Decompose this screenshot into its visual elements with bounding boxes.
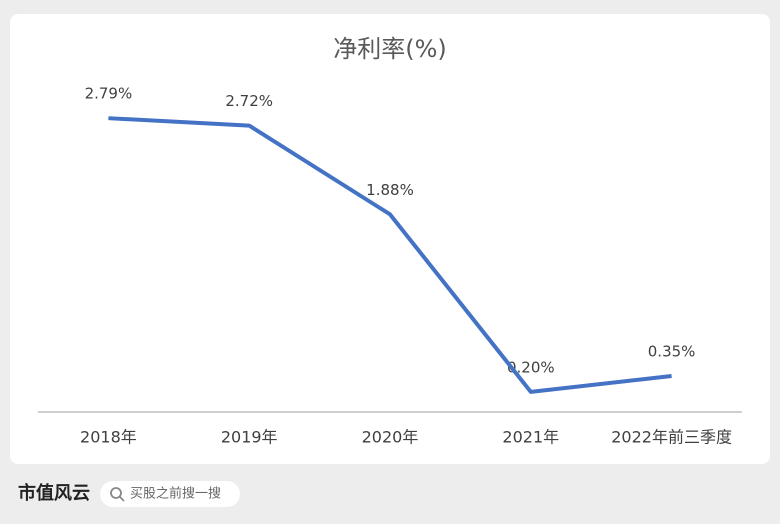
chart-card bbox=[10, 14, 770, 464]
logo: 市值风云 bbox=[18, 482, 90, 504]
x-tick-label: 2022年前三季度 bbox=[611, 428, 732, 447]
data-label: 2.72% bbox=[225, 92, 273, 110]
x-tick-label: 2018年 bbox=[80, 428, 137, 447]
data-label: 2.79% bbox=[85, 85, 133, 103]
search-text: 买股之前搜一搜 bbox=[130, 486, 221, 502]
line-series bbox=[108, 116, 672, 394]
search-icon-handle bbox=[119, 496, 125, 502]
x-tick-label: 2019年 bbox=[221, 428, 278, 447]
search-icon bbox=[110, 487, 122, 499]
data-label: 0.35% bbox=[648, 343, 696, 361]
search-box[interactable] bbox=[100, 481, 240, 507]
data-label: 0.20% bbox=[507, 358, 555, 376]
footer: 市值风云 买股之前搜一搜 bbox=[18, 481, 240, 507]
data-label: 1.88% bbox=[366, 181, 414, 199]
x-tick-label: 2021年 bbox=[502, 428, 559, 447]
x-tick-label: 2020年 bbox=[362, 428, 419, 447]
chart-title: 净利率(%) bbox=[333, 35, 447, 63]
